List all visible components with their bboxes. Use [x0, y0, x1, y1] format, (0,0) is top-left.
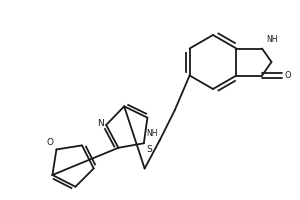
- Text: NH: NH: [146, 129, 158, 138]
- Text: S: S: [147, 145, 153, 154]
- Text: N: N: [98, 119, 104, 128]
- Text: O: O: [284, 71, 291, 80]
- Text: NH: NH: [266, 36, 278, 45]
- Text: O: O: [46, 138, 53, 147]
